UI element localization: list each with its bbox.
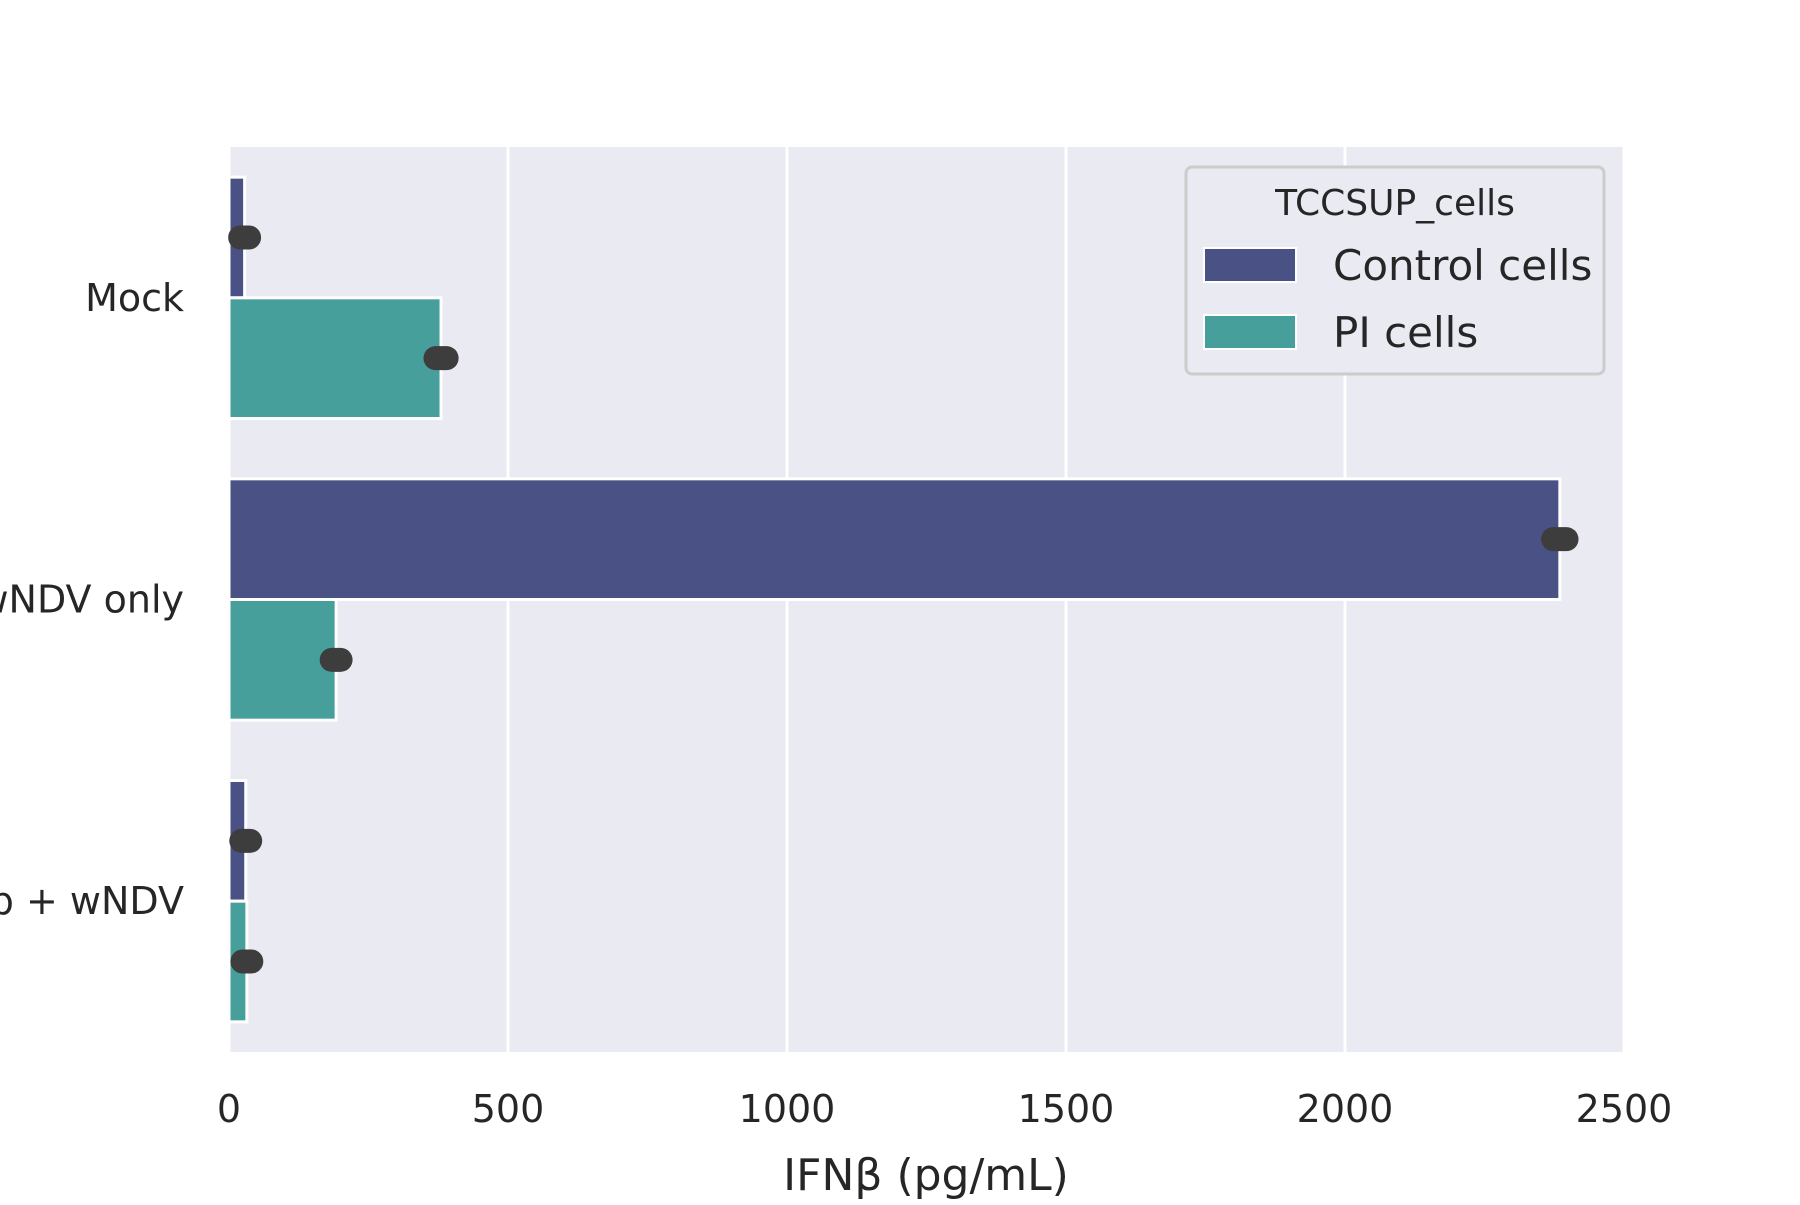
legend-label-pi-cells: PI cells — [1333, 308, 1478, 357]
y-tick-label: wNDV only — [0, 578, 184, 622]
y-tick-label: Mock — [85, 276, 184, 320]
y-axis-ticks: Mock wNDV only b + wNDV — [0, 276, 184, 923]
bar-pi-cells-wndv-only — [227, 598, 338, 722]
x-tick-label: 1000 — [739, 1087, 836, 1131]
x-tick-label: 2500 — [1576, 1087, 1673, 1131]
bars — [227, 175, 1562, 1024]
x-tick-label: 500 — [472, 1087, 545, 1131]
x-axis-ticks: 0 500 1000 1500 2000 2500 — [217, 1087, 1672, 1131]
y-tick-label: b + wNDV — [0, 879, 184, 923]
error-bars — [228, 225, 1579, 974]
bar-control-cells-wndv-only — [227, 477, 1562, 602]
x-axis-title: IFNβ (pg/mL) — [783, 1150, 1069, 1200]
x-tick-label: 2000 — [1297, 1087, 1394, 1131]
x-tick-label: 0 — [217, 1087, 241, 1131]
legend-title: TCCSUP_cells — [1274, 183, 1515, 224]
legend[interactable]: TCCSUP_cells Control cells PI cells — [1184, 165, 1606, 376]
x-tick-label: 1500 — [1018, 1087, 1115, 1131]
legend-label-control-cells: Control cells — [1333, 241, 1592, 290]
legend-swatch-pi-cells — [1203, 314, 1297, 350]
bar-pi-cells-mock — [227, 296, 443, 421]
legend-swatch-control-cells — [1203, 247, 1297, 283]
